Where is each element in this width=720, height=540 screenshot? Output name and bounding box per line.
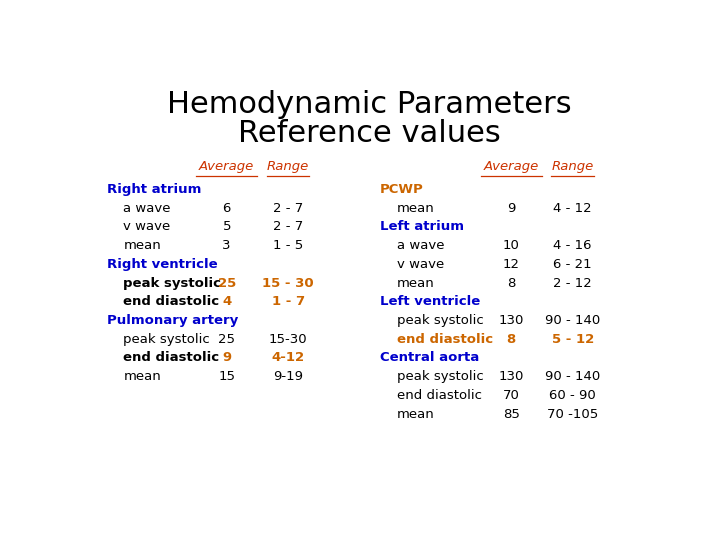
Text: Left atrium: Left atrium bbox=[380, 220, 464, 233]
Text: 6: 6 bbox=[222, 202, 231, 215]
Text: Central aorta: Central aorta bbox=[380, 352, 480, 365]
Text: peak systolic: peak systolic bbox=[397, 314, 484, 327]
Text: 10: 10 bbox=[503, 239, 520, 252]
Text: Right ventricle: Right ventricle bbox=[107, 258, 217, 271]
Text: 3: 3 bbox=[222, 239, 231, 252]
Text: Range: Range bbox=[552, 160, 594, 173]
Text: 90 - 140: 90 - 140 bbox=[545, 314, 600, 327]
Text: 5: 5 bbox=[222, 220, 231, 233]
Text: 1 - 7: 1 - 7 bbox=[271, 295, 305, 308]
Text: Range: Range bbox=[267, 160, 309, 173]
Text: peak systolic: peak systolic bbox=[124, 333, 210, 346]
Text: 25: 25 bbox=[218, 333, 235, 346]
Text: 5 - 12: 5 - 12 bbox=[552, 333, 594, 346]
Text: 4: 4 bbox=[222, 295, 231, 308]
Text: mean: mean bbox=[397, 408, 435, 421]
Text: 2 - 7: 2 - 7 bbox=[273, 202, 303, 215]
Text: 12: 12 bbox=[503, 258, 520, 271]
Text: 1 - 5: 1 - 5 bbox=[273, 239, 303, 252]
Text: 85: 85 bbox=[503, 408, 520, 421]
Text: 4 - 16: 4 - 16 bbox=[554, 239, 592, 252]
Text: peak systolic: peak systolic bbox=[124, 276, 222, 289]
Text: mean: mean bbox=[124, 370, 161, 383]
Text: 6 - 21: 6 - 21 bbox=[554, 258, 592, 271]
Text: 70 -105: 70 -105 bbox=[547, 408, 598, 421]
Text: Pulmonary artery: Pulmonary artery bbox=[107, 314, 238, 327]
Text: v wave: v wave bbox=[397, 258, 444, 271]
Text: end diastolic: end diastolic bbox=[397, 333, 493, 346]
Text: PCWP: PCWP bbox=[380, 183, 424, 196]
Text: Average: Average bbox=[484, 160, 539, 173]
Text: end diastolic: end diastolic bbox=[124, 352, 220, 365]
Text: 130: 130 bbox=[499, 370, 524, 383]
Text: 2 - 7: 2 - 7 bbox=[273, 220, 303, 233]
Text: mean: mean bbox=[397, 276, 435, 289]
Text: 8: 8 bbox=[507, 276, 516, 289]
Text: 15 - 30: 15 - 30 bbox=[262, 276, 314, 289]
Text: mean: mean bbox=[124, 239, 161, 252]
Text: 2 - 12: 2 - 12 bbox=[553, 276, 592, 289]
Text: 4 - 12: 4 - 12 bbox=[554, 202, 592, 215]
Text: a wave: a wave bbox=[124, 202, 171, 215]
Text: 9-19: 9-19 bbox=[273, 370, 303, 383]
Text: mean: mean bbox=[397, 202, 435, 215]
Text: 60 - 90: 60 - 90 bbox=[549, 389, 596, 402]
Text: 130: 130 bbox=[499, 314, 524, 327]
Text: 15-30: 15-30 bbox=[269, 333, 307, 346]
Text: 8: 8 bbox=[507, 333, 516, 346]
Text: v wave: v wave bbox=[124, 220, 171, 233]
Text: 9: 9 bbox=[507, 202, 516, 215]
Text: end diastolic: end diastolic bbox=[124, 295, 220, 308]
Text: Reference values: Reference values bbox=[238, 119, 500, 148]
Text: 15: 15 bbox=[218, 370, 235, 383]
Text: 25: 25 bbox=[217, 276, 236, 289]
Text: a wave: a wave bbox=[397, 239, 444, 252]
Text: Hemodynamic Parameters: Hemodynamic Parameters bbox=[167, 90, 571, 119]
Text: Right atrium: Right atrium bbox=[107, 183, 201, 196]
Text: peak systolic: peak systolic bbox=[397, 370, 484, 383]
Text: Average: Average bbox=[199, 160, 254, 173]
Text: 70: 70 bbox=[503, 389, 520, 402]
Text: end diastolic: end diastolic bbox=[397, 389, 482, 402]
Text: 90 - 140: 90 - 140 bbox=[545, 370, 600, 383]
Text: 4-12: 4-12 bbox=[271, 352, 305, 365]
Text: 9: 9 bbox=[222, 352, 231, 365]
Text: Left ventricle: Left ventricle bbox=[380, 295, 480, 308]
